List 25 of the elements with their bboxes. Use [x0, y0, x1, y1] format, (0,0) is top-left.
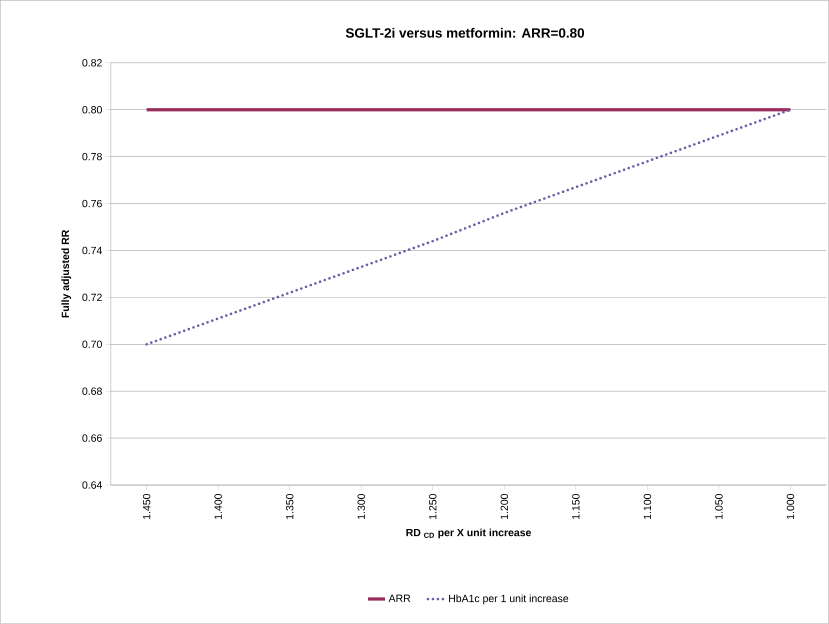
y-tick-label: 0.70 [82, 340, 102, 348]
legend-label: HbA1c per 1 unit increase [449, 594, 568, 604]
y-tick-label: 0.76 [82, 200, 102, 208]
y-tick-label: 0.68 [82, 388, 102, 395]
y-tick-label: 0.74 [82, 246, 102, 254]
y-tick-label: 0.72 [82, 294, 102, 302]
x-tick-label: 1.350 [286, 494, 294, 519]
x-tick-label: 1.000 [786, 494, 794, 519]
x-tick-label: 1.300 [358, 494, 365, 519]
y-tick-label: 0.80 [82, 106, 102, 114]
x-tick-label: 1.400 [214, 494, 222, 519]
y-tick-label: 0.66 [82, 434, 102, 442]
y-tick-label: 0.64 [82, 481, 102, 489]
legend-label: ARR [388, 594, 410, 602]
y-tick-label: 0.78 [82, 152, 102, 160]
x-tick-label: 1.200 [500, 494, 508, 519]
x-tick-label: 1.250 [429, 494, 436, 519]
chart-title: SGLT-2i versus metformin: ARR=0.80 [346, 28, 584, 38]
x-tick-label: 1.100 [644, 494, 652, 519]
x-tick-label: 1.150 [572, 494, 580, 519]
x-tick-label: 1.450 [142, 494, 150, 519]
y-tick-label: 0.82 [82, 59, 102, 67]
y-axis-title: Fully adjusted RR [61, 230, 72, 318]
x-tick-label: 1.050 [715, 494, 723, 519]
x-axis-title: RD $_{CD}$ per X unit increase [406, 528, 531, 538]
